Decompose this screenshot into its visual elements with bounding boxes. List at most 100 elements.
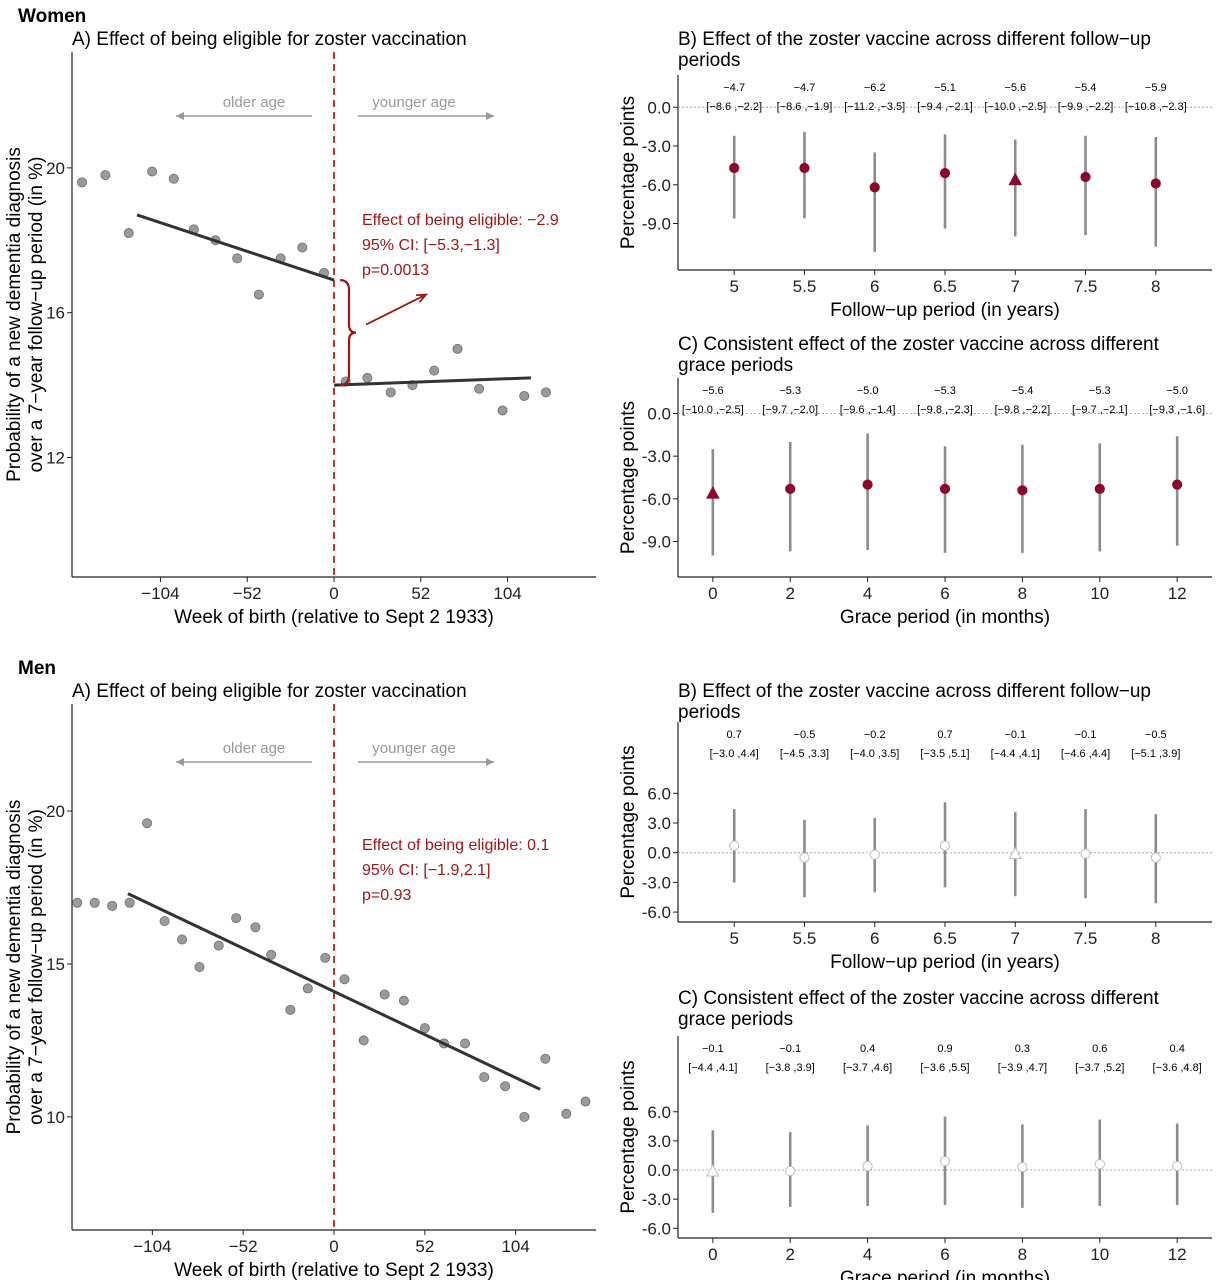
estimate-label: −0.1	[1075, 729, 1097, 741]
chart-title: B) Effect of the zoster vaccine across d…	[678, 29, 1151, 71]
binned-mean-point	[452, 343, 463, 354]
y-tick-label: 12	[46, 449, 65, 468]
x-tick-label: −52	[229, 1237, 258, 1256]
x-tick-label: 52	[411, 584, 430, 603]
estimate-point	[939, 483, 951, 494]
x-tick-label: 4	[863, 1245, 872, 1264]
chart-women-C: C) Consistent effect of the zoster vacci…	[618, 334, 1212, 628]
y-tick-label: 0.0	[647, 98, 671, 117]
chart-title: C) Consistent effect of the zoster vacci…	[678, 334, 1160, 376]
effect-annotation-line: 95% CI: [−5.3,−1.3]	[362, 237, 500, 254]
estimate-label: −4.7	[723, 82, 745, 94]
binned-mean-point	[379, 989, 390, 1000]
x-tick-label: 7	[1011, 277, 1020, 296]
younger-age-arrowhead	[486, 112, 494, 120]
chart-women-A: A) Effect of being eligible for zoster v…	[4, 29, 596, 628]
estimate-point	[1172, 479, 1183, 490]
estimate-point	[862, 1161, 873, 1172]
estimate-label: −6.2	[864, 82, 886, 94]
chart-title: A) Effect of being eligible for zoster v…	[72, 681, 467, 702]
estimate-label: −5.6	[702, 385, 724, 397]
x-tick-label: 104	[501, 1237, 529, 1256]
binned-mean-point	[429, 365, 440, 376]
estimate-label: −5.6	[1004, 82, 1026, 94]
chart-title-line: B) Effect of the zoster vaccine across d…	[678, 681, 1151, 702]
y-axis-label-line: over a 7−year follow−up period (in %)	[26, 157, 47, 473]
y-axis-label: Percentage points	[618, 1060, 639, 1213]
x-tick-label: 6.5	[933, 929, 957, 948]
y-axis-label-line: Percentage points	[618, 1060, 639, 1213]
estimate-label: −0.2	[864, 729, 886, 741]
y-axis-label-line: Percentage points	[618, 96, 639, 249]
y-tick-label: 15	[46, 955, 65, 974]
estimate-point	[862, 479, 873, 490]
y-axis-label-line: over a 7−year follow−up period (in %)	[26, 809, 47, 1125]
y-tick-label: -3.0	[642, 137, 671, 156]
ci-label: [−8.6 ,−1.9]	[777, 101, 833, 113]
binned-mean-point	[72, 897, 83, 908]
older-age-arrowhead	[176, 758, 184, 766]
binned-mean-point	[147, 166, 158, 177]
y-tick-label: 0.0	[647, 405, 671, 424]
y-axis-label-line: Probability of a new dementia diagnosis	[4, 800, 25, 1135]
estimate-point	[939, 840, 951, 851]
x-axis-label: Follow−up period (in years)	[830, 952, 1060, 973]
binned-mean-point	[398, 995, 409, 1006]
y-tick-label: 20	[46, 802, 65, 821]
estimate-label: 0.6	[1092, 1043, 1107, 1055]
y-tick-label: 3.0	[647, 814, 671, 833]
estimate-label: −4.7	[794, 82, 816, 94]
y-tick-label: -6.0	[642, 490, 671, 509]
older-age-arrowhead	[176, 112, 184, 120]
ci-label: [−9.9 ,−2.2]	[1058, 101, 1114, 113]
estimate-point	[869, 849, 880, 860]
y-tick-label: 0.0	[647, 1161, 671, 1180]
y-tick-label: -3.0	[642, 447, 671, 466]
x-tick-label: 0	[329, 1237, 338, 1256]
binned-mean-point	[540, 387, 551, 398]
ci-label: [−3.9 ,4.7]	[998, 1062, 1047, 1074]
estimate-label: −5.3	[934, 385, 956, 397]
estimate-label: −5.0	[857, 385, 879, 397]
younger-age-label: younger age	[372, 740, 455, 757]
binned-mean-point	[474, 383, 485, 394]
y-tick-label: -9.0	[642, 215, 671, 234]
x-tick-label: 6.5	[933, 277, 957, 296]
x-tick-label: 7	[1011, 929, 1020, 948]
binned-mean-point	[285, 1004, 296, 1015]
x-tick-label: 6	[940, 584, 949, 603]
x-axis-label: Week of birth (relative to Sept 2 1933)	[174, 607, 494, 628]
ci-label: [−9.7 ,−2.0]	[762, 404, 818, 416]
effect-annotation-line: p=0.93	[362, 887, 411, 904]
y-tick-label: 0.0	[647, 844, 671, 863]
estimate-point	[1150, 178, 1161, 189]
x-tick-label: 5.5	[793, 929, 817, 948]
annotation-arrow	[365, 293, 427, 326]
ci-label: [−3.6 ,4.8]	[1153, 1062, 1202, 1074]
binned-mean-point	[177, 934, 188, 945]
y-axis-label-line: Percentage points	[618, 401, 639, 554]
chart-women-B: B) Effect of the zoster vaccine across d…	[618, 29, 1212, 321]
y-tick-label: 10	[46, 1108, 65, 1127]
chart-title-line: A) Effect of being eligible for zoster v…	[72, 681, 467, 702]
ci-label: [−9.8 ,−2.2]	[995, 404, 1051, 416]
x-axis-label: Grace period (in months)	[840, 607, 1050, 628]
estimate-point	[1150, 852, 1161, 863]
binned-mean-point	[459, 1038, 470, 1049]
y-tick-label: -3.0	[642, 1190, 671, 1209]
binned-mean-point	[194, 962, 205, 973]
chart-men-C: C) Consistent effect of the zoster vacci…	[618, 988, 1212, 1280]
ci-label: [−3.8 ,3.9]	[766, 1062, 815, 1074]
chart-title-line: periods	[678, 50, 740, 71]
estimate-triangle	[705, 486, 720, 499]
estimate-point	[1017, 1162, 1028, 1173]
y-axis-label: Percentage points	[618, 745, 639, 898]
estimate-point	[1094, 1159, 1105, 1170]
binned-mean-point	[580, 1096, 591, 1107]
estimate-point	[1094, 483, 1105, 494]
older-age-label: older age	[223, 94, 286, 111]
x-tick-label: −104	[133, 1237, 171, 1256]
chart-title: B) Effect of the zoster vaccine across d…	[678, 681, 1151, 723]
ci-label: [−9.8 ,−2.3]	[917, 404, 973, 416]
